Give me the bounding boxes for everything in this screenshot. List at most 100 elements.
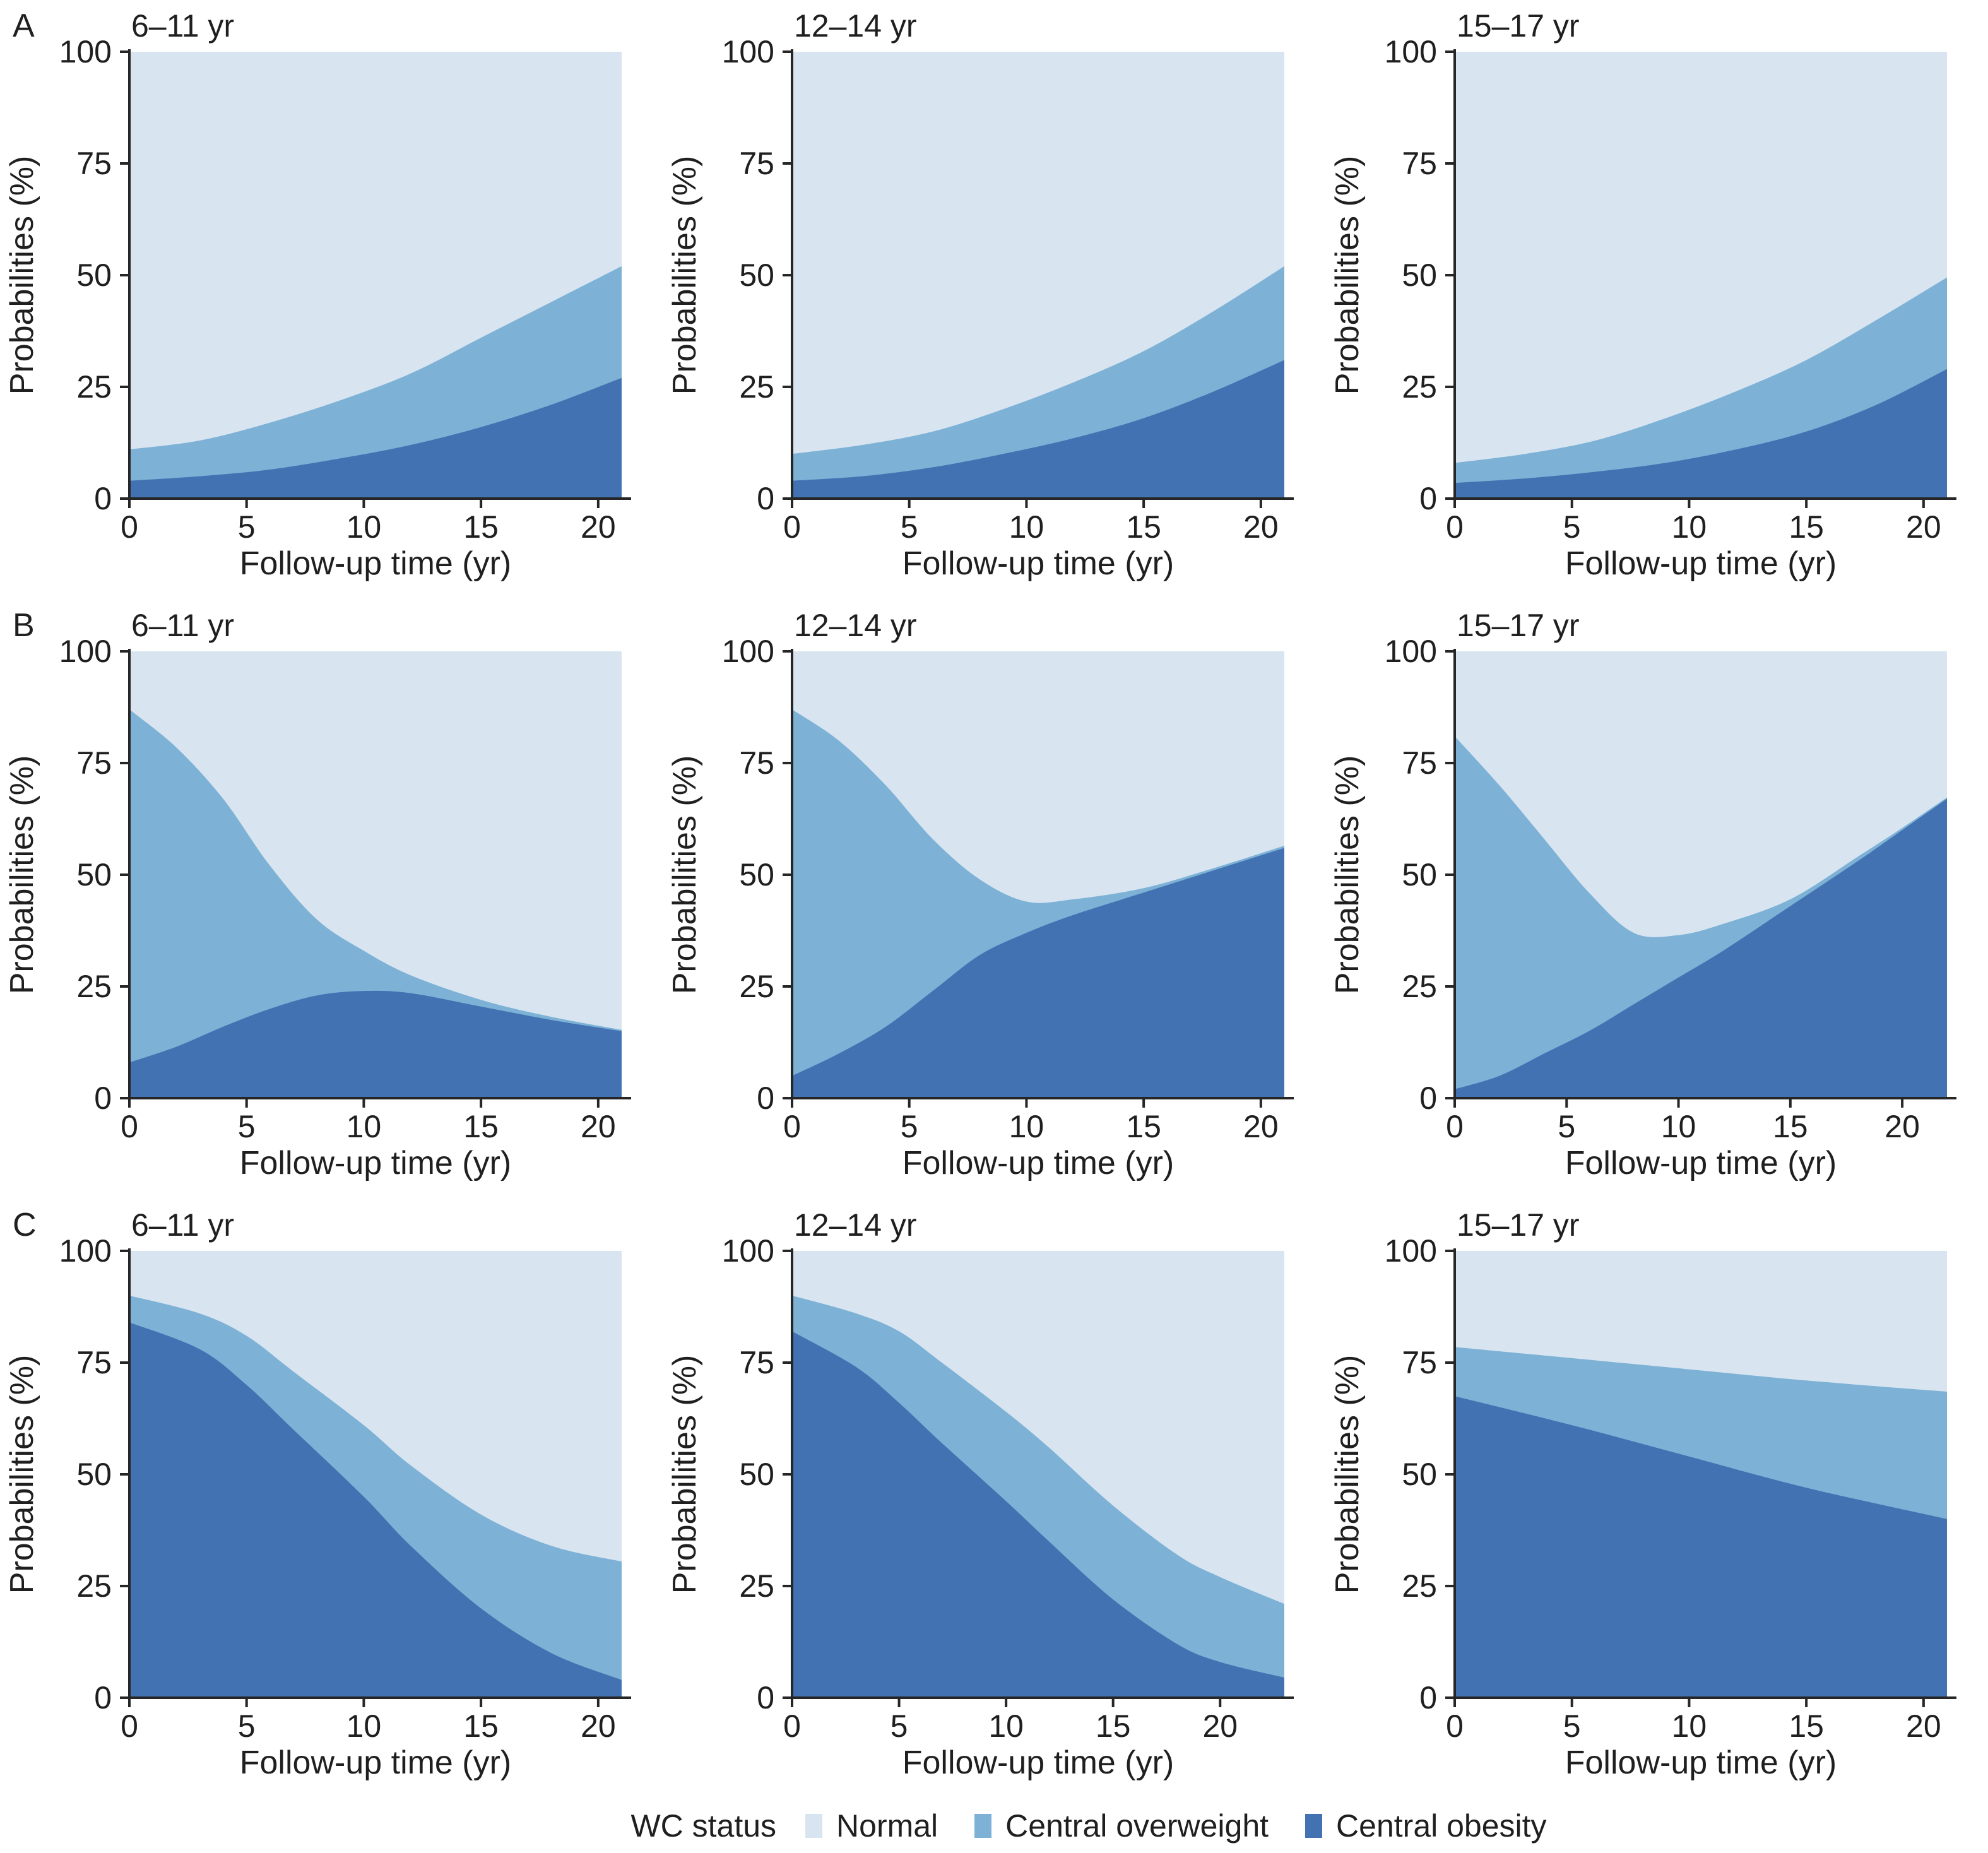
x-tick-label: 20 (581, 509, 616, 545)
x-tick-label: 10 (1661, 1109, 1696, 1144)
y-tick-label: 0 (1419, 1080, 1437, 1116)
area-central-obesity (1455, 369, 1947, 499)
y-axis-title: Probabilities (%) (4, 156, 40, 395)
y-axis-title: Probabilities (%) (666, 156, 703, 395)
area-central-obesity (1455, 798, 1947, 1098)
y-tick-label: 0 (94, 1680, 112, 1715)
legend-item-central-overweight: Central overweight (974, 1808, 1269, 1844)
y-tick-label: 25 (739, 1568, 774, 1604)
x-tick-label: 15 (1126, 1109, 1161, 1144)
panel-title: 6–11 yr (131, 1207, 234, 1243)
x-tick-label: 10 (346, 1109, 382, 1144)
area-central-obesity (129, 990, 622, 1098)
x-tick-label: 15 (463, 509, 499, 545)
y-tick-label: 100 (59, 1233, 112, 1269)
legend-item-label: Central obesity (1336, 1808, 1547, 1844)
panel-title: 15–17 yr (1457, 1207, 1580, 1243)
x-tick-label: 15 (1773, 1109, 1808, 1144)
x-tick-label: 15 (463, 1708, 499, 1744)
y-tick-label: 0 (1419, 481, 1437, 516)
x-tick-label: 0 (783, 1708, 801, 1744)
x-tick-label: 0 (783, 509, 801, 545)
x-tick-label: 20 (1884, 1109, 1920, 1144)
x-tick-label: 20 (1906, 509, 1941, 545)
x-tick-label: 5 (238, 1109, 256, 1144)
y-tick-label: 75 (739, 146, 774, 181)
panel-a-15-17: 0 25 50 75 100 0 5 10 15 20 15–17 yr Probabilities … (1325, 0, 1988, 600)
y-tick-label: 25 (76, 969, 112, 1004)
x-tick-label: 5 (1563, 1708, 1581, 1744)
x-tick-label: 5 (1563, 509, 1581, 545)
x-tick-label: 0 (121, 1708, 138, 1744)
y-tick-label: 50 (76, 258, 112, 293)
y-axis-title: Probabilities (%) (1329, 755, 1366, 995)
y-axis-title: Probabilities (%) (666, 755, 703, 995)
x-tick-label: 0 (1446, 1708, 1464, 1744)
x-tick-label: 20 (1202, 1708, 1238, 1744)
legend: WC status Normal Central overweight Centra… (189, 1799, 1988, 1853)
area-central-obesity (129, 377, 622, 499)
y-axis-title: Probabilities (%) (1329, 156, 1366, 395)
legend-swatch-icon (805, 1814, 823, 1838)
y-tick-label: 25 (76, 369, 112, 405)
panel-title: 15–17 yr (1457, 608, 1580, 643)
y-tick-label: 75 (1402, 745, 1437, 781)
x-tick-label: 15 (1789, 509, 1824, 545)
area-central-obesity (792, 1331, 1284, 1698)
y-tick-label: 75 (1402, 1345, 1437, 1380)
x-tick-label: 0 (783, 1109, 801, 1144)
x-axis-title: Follow-up time (yr) (1565, 545, 1837, 582)
legend-item-normal: Normal (805, 1808, 938, 1844)
y-tick-label: 0 (757, 481, 774, 516)
panel-b-12-14: 0 25 50 75 100 0 5 10 15 20 12–14 yr Probabilities … (663, 600, 1325, 1199)
x-axis-title: Follow-up time (yr) (240, 1145, 512, 1181)
y-tick-label: 100 (722, 34, 774, 69)
chart-a-12-14: 0 25 50 75 100 0 5 10 15 20 12–14 yr Probabilities … (666, 8, 1294, 582)
charts-grid: 0 25 50 75 100 0 5 10 15 20 A 6–11 yr Probabilities … (4, 0, 1988, 1781)
chart-b-12-14: 0 25 50 75 100 0 5 10 15 20 12–14 yr Probabilities … (666, 608, 1294, 1181)
area-central-obesity (1455, 1396, 1947, 1698)
x-tick-label: 10 (1672, 509, 1707, 545)
y-tick-label: 75 (76, 1345, 112, 1380)
y-axis-title: Probabilities (%) (4, 755, 40, 995)
area-central-obesity (129, 1322, 622, 1698)
legend-items: Normal Central overweight Central obesity (805, 1808, 1547, 1844)
chart-b-15-17: 0 25 50 75 100 0 5 10 15 20 15–17 yr Probabilities … (1329, 608, 1956, 1181)
y-tick-label: 0 (757, 1080, 774, 1116)
panel-title: 6–11 yr (131, 608, 234, 643)
legend-item-label: Central overweight (1005, 1808, 1269, 1844)
x-tick-label: 15 (1789, 1708, 1824, 1744)
y-axis-title: Probabilities (%) (666, 1355, 703, 1594)
y-tick-label: 50 (739, 1457, 774, 1492)
y-tick-label: 100 (722, 634, 774, 669)
legend-title: WC status (630, 1808, 777, 1844)
x-tick-label: 5 (238, 1708, 256, 1744)
y-tick-label: 0 (1419, 1680, 1437, 1715)
y-tick-label: 100 (1385, 1233, 1437, 1269)
x-axis-title: Follow-up time (yr) (902, 1145, 1174, 1181)
x-axis-title: Follow-up time (yr) (902, 545, 1174, 582)
x-tick-label: 10 (346, 1708, 382, 1744)
y-tick-label: 100 (59, 634, 112, 669)
legend-swatch-icon (1305, 1814, 1323, 1838)
x-axis-title: Follow-up time (yr) (240, 1744, 512, 1781)
y-tick-label: 0 (94, 481, 112, 516)
x-tick-label: 10 (1672, 1708, 1707, 1744)
y-tick-label: 0 (757, 1680, 774, 1715)
chart-a-15-17: 0 25 50 75 100 0 5 10 15 20 15–17 yr Probabilities … (1329, 8, 1956, 582)
y-tick-label: 50 (739, 258, 774, 293)
panel-row-label: A (13, 8, 35, 44)
x-tick-label: 10 (346, 509, 382, 545)
x-tick-label: 0 (121, 509, 138, 545)
chart-b-6-11: 0 25 50 75 100 0 5 10 15 20 B 6–11 yr Probabilities … (4, 607, 631, 1181)
y-tick-label: 75 (76, 745, 112, 781)
y-tick-label: 100 (1385, 34, 1437, 69)
panel-title: 12–14 yr (794, 8, 917, 44)
x-tick-label: 5 (1558, 1109, 1575, 1144)
area-central-obesity (792, 360, 1284, 499)
y-tick-label: 100 (59, 34, 112, 69)
x-tick-label: 5 (901, 509, 918, 545)
panel-row-label: B (13, 607, 35, 644)
y-tick-label: 100 (722, 1233, 774, 1269)
